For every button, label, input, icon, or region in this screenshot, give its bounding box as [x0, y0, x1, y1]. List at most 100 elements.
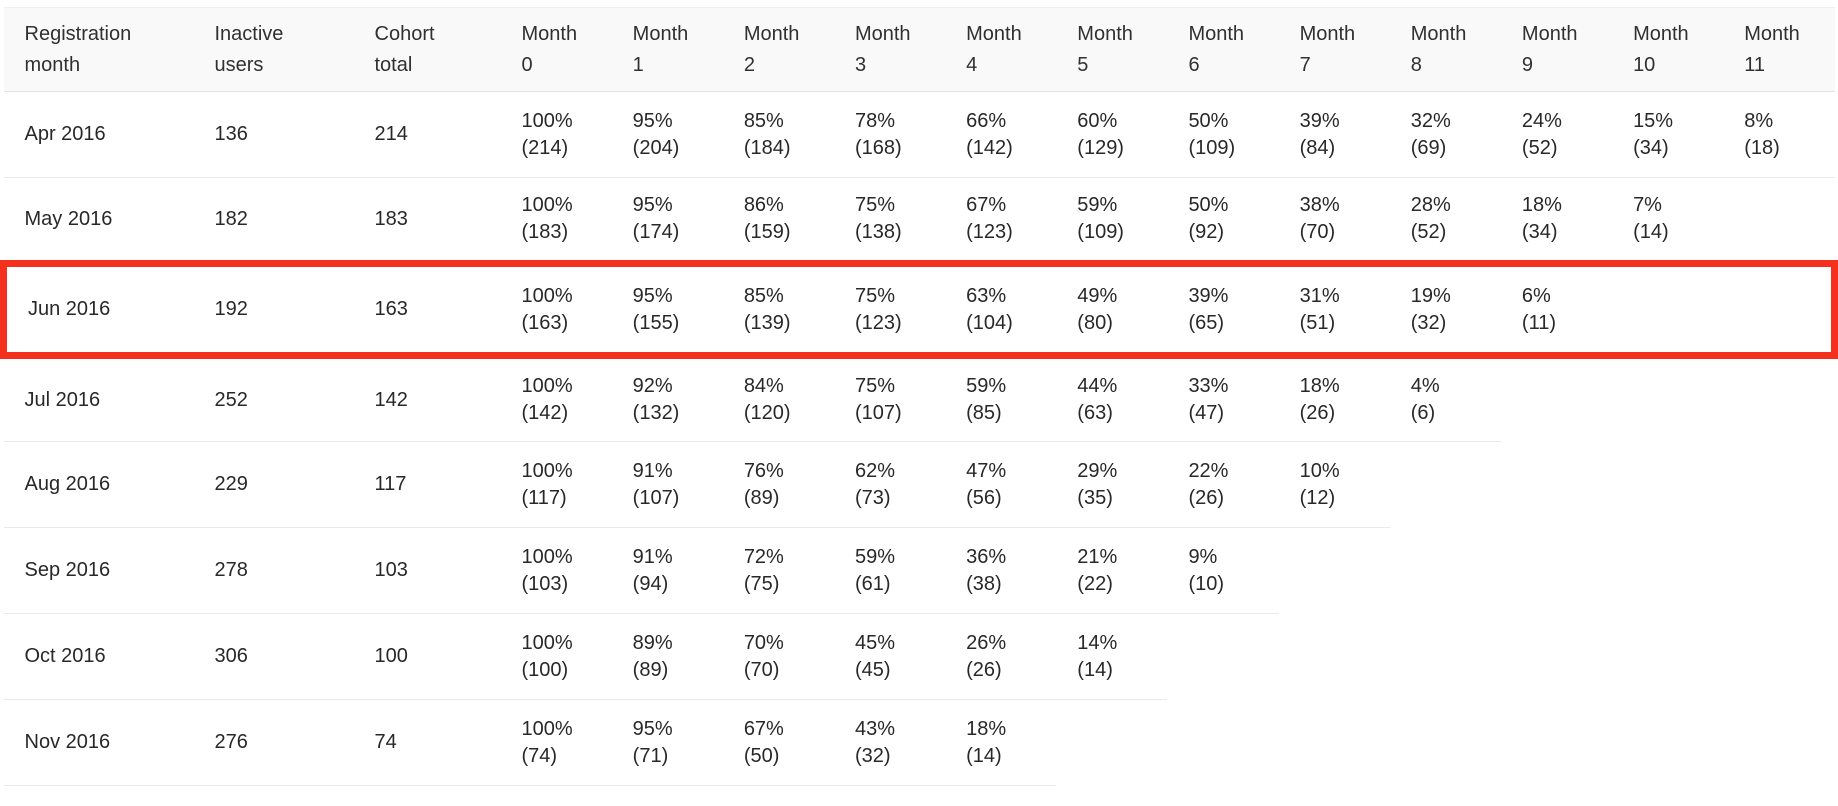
retention-percent: 33% — [1188, 375, 1229, 397]
retention-cell: 50% (92) — [1167, 177, 1279, 264]
retention-count: (142) — [966, 136, 1013, 159]
retention-cell: 15% (34) — [1612, 91, 1724, 178]
column-header: Month 5 — [1056, 8, 1167, 92]
empty-cell — [1390, 614, 1501, 700]
cohort-total: 117 — [353, 441, 501, 528]
column-header-line1: Inactive — [214, 22, 284, 45]
retention-percent: 91% — [632, 459, 673, 482]
retention-count: (50) — [743, 744, 780, 767]
retention-count: (94) — [632, 572, 669, 595]
empty-cell — [1501, 356, 1612, 442]
registration-month: Aug 2016 — [3, 441, 194, 528]
retention-count: (89) — [632, 658, 669, 681]
retention-count: (84) — [1299, 136, 1336, 159]
retention-cell: 89% (89) — [611, 613, 723, 700]
column-header-line2: 0 — [521, 53, 533, 76]
retention-cell: 91% (94) — [611, 527, 723, 614]
retention-cell: 6% (11) — [1500, 263, 1613, 356]
column-header-line1: Month — [1410, 22, 1467, 45]
retention-percent: 60% — [1077, 109, 1118, 132]
retention-cell: 18% (26) — [1278, 355, 1390, 442]
retention-count: (14) — [966, 744, 1002, 767]
cohort-total: 74 — [353, 699, 501, 786]
column-header: Registration month — [4, 8, 194, 92]
retention-count: (138) — [854, 221, 902, 243]
retention-count: (159) — [743, 221, 791, 243]
retention-cell: 59% (109) — [1056, 177, 1168, 264]
empty-cell — [1279, 700, 1390, 786]
retention-cell: 75% (138) — [833, 177, 946, 264]
column-header: Month 8 — [1390, 8, 1501, 92]
retention-cell: 43% (32) — [833, 699, 946, 786]
retention-cell: 9% (10) — [1167, 527, 1279, 614]
retention-percent: 4% — [1410, 375, 1440, 397]
retention-percent: 76% — [743, 459, 784, 482]
empty-cell — [1612, 442, 1723, 528]
empty-cell — [1501, 528, 1612, 614]
retention-cell: 32% (69) — [1389, 91, 1501, 178]
retention-percent: 19% — [1410, 284, 1451, 307]
retention-count: (123) — [854, 311, 902, 334]
column-header-line1: Month — [1188, 22, 1245, 45]
retention-count: (109) — [1188, 136, 1236, 159]
retention-count: (32) — [1410, 311, 1447, 334]
column-header: Month 2 — [723, 8, 834, 92]
retention-cell: 67% (123) — [945, 177, 1057, 264]
retention-count: (174) — [632, 221, 680, 243]
retention-percent: 59% — [966, 375, 1007, 397]
retention-cell: 100% (117) — [500, 441, 612, 528]
cohort-total: 163 — [353, 263, 501, 356]
retention-cell: 22% (26) — [1167, 441, 1279, 528]
retention-cell: 62% (73) — [833, 441, 946, 528]
retention-cell: 18% (34) — [1500, 177, 1613, 264]
retention-percent: 47% — [966, 459, 1007, 482]
inactive-users: 276 — [193, 699, 354, 786]
retention-count: (184) — [743, 136, 791, 159]
retention-count: (74) — [521, 744, 558, 767]
retention-percent: 72% — [743, 545, 784, 568]
column-header-line2: 9 — [1521, 53, 1534, 76]
retention-cell: 38% (70) — [1278, 177, 1390, 264]
inactive-users: 136 — [193, 91, 354, 178]
retention-count: (56) — [966, 486, 1002, 509]
column-header: Month 6 — [1167, 8, 1278, 92]
header-row: Registration month Inactive users Cohort tota… — [3, 7, 1835, 92]
retention-count: (142) — [521, 402, 569, 424]
retention-cell: 100% (183) — [500, 177, 612, 264]
retention-cell: 100% (103) — [500, 527, 612, 614]
empty-cell — [1612, 356, 1723, 442]
retention-cell: 85% (184) — [722, 91, 834, 178]
empty-cell — [1279, 528, 1390, 614]
retention-cell: 19% (32) — [1389, 263, 1501, 356]
column-header: Month 11 — [1723, 8, 1834, 92]
retention-cell: 95% (155) — [611, 263, 723, 356]
retention-percent: 44% — [1077, 375, 1118, 397]
empty-cell — [1390, 528, 1501, 614]
retention-percent: 49% — [1077, 284, 1118, 307]
retention-percent: 29% — [1077, 459, 1118, 482]
retention-percent: 75% — [854, 375, 895, 397]
retention-count: (65) — [1188, 311, 1225, 334]
retention-cell: 10% (12) — [1278, 441, 1390, 528]
empty-cell — [1167, 614, 1278, 700]
inactive-users: 192 — [193, 263, 354, 356]
retention-percent: 8% — [1744, 109, 1774, 132]
retention-count: (26) — [1188, 486, 1225, 509]
retention-count: (63) — [1077, 402, 1113, 424]
retention-cell: 66% (142) — [945, 91, 1057, 178]
retention-cell: 86% (159) — [722, 177, 834, 264]
retention-count: (139) — [743, 311, 791, 334]
retention-count: (183) — [521, 221, 569, 243]
retention-count: (32) — [854, 744, 891, 767]
retention-percent: 38% — [1299, 194, 1340, 216]
retention-count: (52) — [1410, 221, 1447, 243]
retention-count: (123) — [966, 221, 1013, 243]
cohort-row: Jul 2016 252 142 100% (142) 92% (132) 84% (120) 7… — [3, 355, 1835, 442]
column-header-line1: Registration — [24, 22, 132, 45]
retention-count: (100) — [521, 658, 569, 681]
retention-cell: 100% (214) — [500, 91, 612, 178]
retention-cell: 100% (142) — [500, 355, 612, 442]
retention-count: (51) — [1299, 311, 1336, 334]
column-header: Inactive users — [194, 8, 354, 92]
retention-cell: 49% (80) — [1056, 263, 1168, 356]
